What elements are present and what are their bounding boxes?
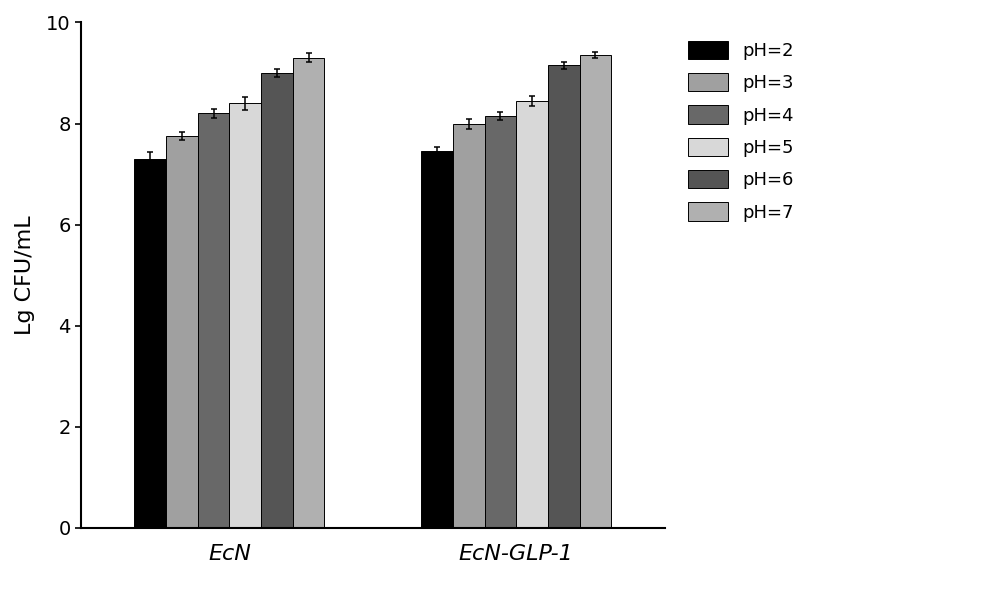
Y-axis label: Lg CFU/mL: Lg CFU/mL	[15, 215, 35, 335]
Legend: pH=2, pH=3, pH=4, pH=5, pH=6, pH=7: pH=2, pH=3, pH=4, pH=5, pH=6, pH=7	[679, 32, 803, 231]
Bar	[261, 73, 293, 528]
Bar	[453, 124, 485, 528]
Bar	[548, 65, 580, 528]
Bar	[229, 103, 261, 528]
Bar	[580, 56, 611, 528]
Bar	[421, 151, 453, 528]
Bar	[198, 113, 229, 528]
Bar	[485, 116, 516, 528]
Bar	[166, 136, 198, 528]
Bar	[293, 58, 324, 528]
Bar	[134, 159, 166, 528]
Bar	[516, 101, 548, 528]
